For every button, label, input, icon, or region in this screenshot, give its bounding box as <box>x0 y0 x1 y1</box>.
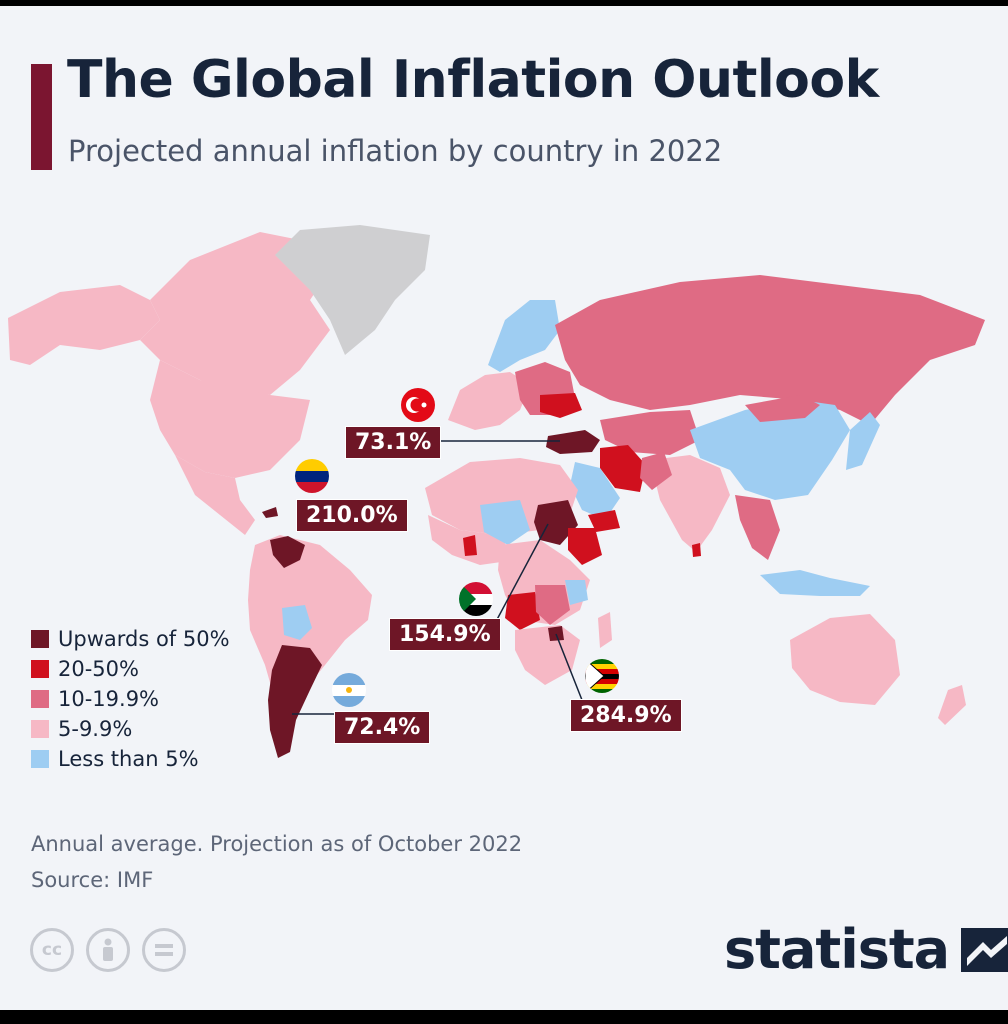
region-southeast-asia <box>735 495 780 560</box>
turkey-inflation-label: 73.1% <box>345 426 442 459</box>
region-arabia <box>570 462 620 520</box>
legend-label: 20-50% <box>58 657 139 681</box>
brand-name: statista <box>724 918 950 981</box>
legend-swatch <box>31 660 49 678</box>
argentina-inflation-label: 72.4% <box>334 711 431 744</box>
region-china <box>690 400 850 500</box>
page-subtitle: Projected annual inflation by country in… <box>68 134 723 168</box>
region-scandinavia <box>488 300 560 372</box>
region-ethiopia <box>568 528 602 565</box>
region-caribbean <box>262 507 278 518</box>
region-turkey <box>546 430 600 454</box>
legend-swatch <box>31 750 49 768</box>
region-alaska <box>8 285 160 365</box>
region-argentina <box>268 645 322 758</box>
region-western-europe <box>448 372 530 430</box>
region-east-africa <box>565 580 588 605</box>
venezuela-inflation-label: 210.0% <box>296 499 408 532</box>
region-pakistan <box>640 452 672 490</box>
attribution-icon[interactable] <box>86 928 130 972</box>
legend-label: Upwards of 50% <box>58 627 230 651</box>
region-yemen <box>588 510 620 532</box>
legend-swatch <box>31 720 49 738</box>
sudan-leader-line <box>492 523 549 628</box>
region-angola <box>505 592 540 630</box>
legend-label: 10-19.9% <box>58 687 160 711</box>
region-south-asia <box>650 455 730 552</box>
legend-item: Less than 5% <box>31 744 230 774</box>
region-iran <box>600 445 646 492</box>
region-ukraine <box>540 393 582 418</box>
region-australia <box>790 614 900 705</box>
sudan-flag <box>459 582 493 616</box>
map-legend: Upwards of 50% 20-50% 10-19.9% 5-9.9% Le… <box>31 624 230 774</box>
region-sudan <box>534 500 578 545</box>
cc-icon[interactable]: cc <box>30 928 74 972</box>
region-west-africa-blue <box>480 500 530 545</box>
license-icons: cc <box>30 928 186 972</box>
region-canada <box>140 232 330 395</box>
zimbabwe-leader-line <box>555 633 583 701</box>
no-derivatives-icon[interactable] <box>142 928 186 972</box>
venezuela-flag <box>295 459 329 493</box>
region-usa <box>150 360 310 478</box>
sudan-inflation-label: 154.9% <box>389 618 501 651</box>
title-accent-bar <box>31 64 52 170</box>
region-mexico <box>175 455 255 535</box>
zimbabwe-flag <box>585 659 619 693</box>
legend-item: 20-50% <box>31 654 230 684</box>
legend-item: 10-19.9% <box>31 684 230 714</box>
argentina-flag <box>332 673 366 707</box>
region-central-asia <box>600 410 700 455</box>
region-greenland <box>275 225 430 355</box>
region-indonesia <box>760 570 870 596</box>
zimbabwe-inflation-label: 284.9% <box>570 699 682 732</box>
footnote: Annual average. Projection as of October… <box>31 832 523 856</box>
region-zimbabwe <box>548 626 564 641</box>
legend-item: 5-9.9% <box>31 714 230 744</box>
region-venezuela <box>270 536 305 568</box>
region-sri-lanka <box>692 543 701 557</box>
legend-label: 5-9.9% <box>58 717 133 741</box>
region-drc <box>535 585 570 625</box>
legend-label: Less than 5% <box>58 747 199 771</box>
region-southern-africa <box>515 625 580 685</box>
region-new-zealand <box>938 685 966 725</box>
source-note: Source: IMF <box>31 868 154 892</box>
region-mongolia <box>745 395 820 422</box>
legend-item: Upwards of 50% <box>31 624 230 654</box>
region-madagascar <box>598 612 612 648</box>
region-japan <box>846 412 880 470</box>
turkey-flag <box>401 388 435 422</box>
legend-swatch <box>31 690 49 708</box>
region-ghana <box>463 535 477 556</box>
statista-mark-icon <box>961 927 1008 972</box>
statista-logo[interactable]: statista <box>724 918 1008 981</box>
page-title: The Global Inflation Outlook <box>67 50 879 110</box>
legend-swatch <box>31 630 49 648</box>
region-bolivia <box>282 605 312 640</box>
region-russia <box>555 275 985 425</box>
